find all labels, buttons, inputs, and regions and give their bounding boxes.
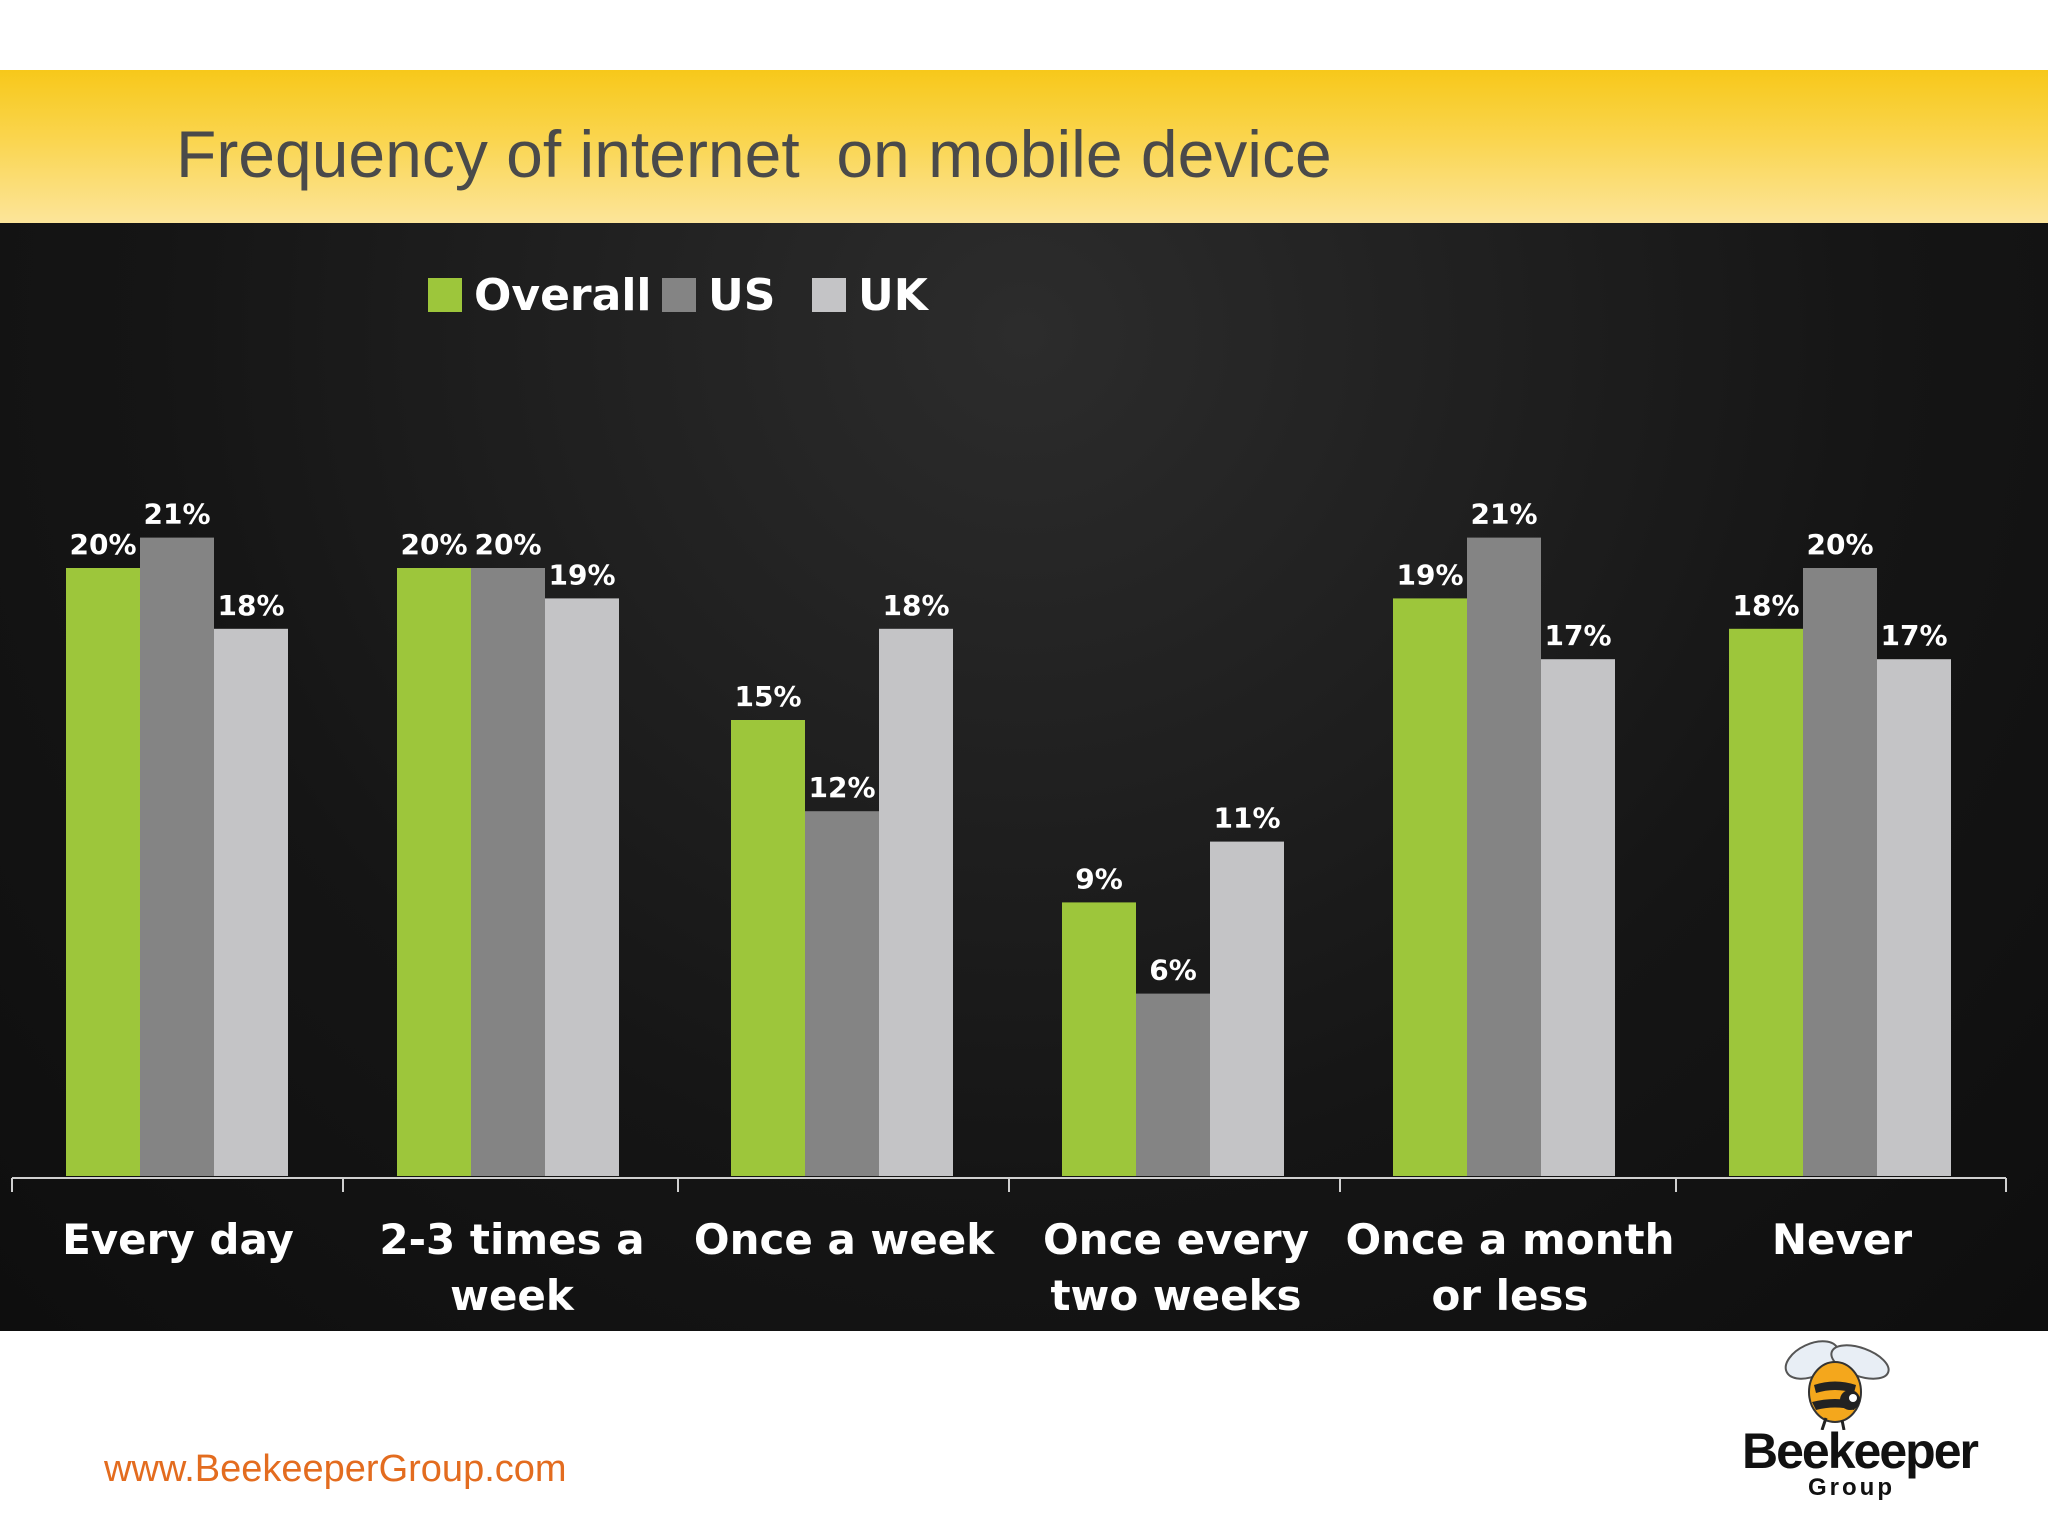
data-label-us-0: 21% — [143, 498, 210, 531]
bar-uk-1 — [545, 598, 619, 1176]
bar-uk-3 — [1210, 841, 1284, 1176]
data-label-uk-1: 19% — [548, 558, 615, 591]
data-label-us-4: 21% — [1470, 498, 1537, 531]
legend-label-overall: Overall — [474, 270, 651, 321]
bar-us-5 — [1803, 568, 1877, 1176]
data-label-us-3: 6% — [1149, 954, 1197, 987]
data-label-uk-5: 17% — [1880, 619, 1947, 652]
data-label-us-5: 20% — [1806, 528, 1873, 561]
bar-us-0 — [140, 537, 214, 1176]
data-label-uk-2: 18% — [882, 589, 949, 622]
category-label-2-0: Once a week — [694, 1215, 995, 1264]
data-label-us-2: 12% — [808, 771, 875, 804]
category-label-3-1: two weeks — [1050, 1271, 1301, 1320]
category-label-4-0: Once a month — [1345, 1215, 1674, 1264]
category-label-1-0: 2-3 times a — [379, 1215, 644, 1264]
beekeeper-logo: Beekeeper Group — [1730, 1330, 2000, 1510]
category-label-0-0: Every day — [62, 1215, 294, 1264]
bar-uk-2 — [879, 628, 953, 1176]
legend-swatch-overall — [428, 278, 462, 312]
category-label-1-1: week — [450, 1271, 575, 1320]
bar-overall-2 — [731, 720, 805, 1176]
bar-overall-0 — [66, 568, 140, 1176]
footer-url-link[interactable]: www.BeekeeperGroup.com — [104, 1448, 567, 1490]
bar-uk-0 — [214, 628, 288, 1176]
chart-panel: Overall US UK 20% 20% 15% 9% 19% 18% 21% 20% 12% 6% 2… — [0, 223, 2048, 1331]
category-label-5-0: Never — [1772, 1215, 1912, 1264]
legend-swatch-uk — [812, 278, 846, 312]
bee-icon — [1784, 1340, 1890, 1430]
title-band: Frequency of internet on mobile device — [0, 70, 2048, 223]
data-label-overall-1: 20% — [400, 528, 467, 561]
data-label-overall-0: 20% — [69, 528, 136, 561]
data-label-overall-4: 19% — [1396, 558, 1463, 591]
legend-swatch-us — [662, 278, 696, 312]
data-label-overall-2: 15% — [734, 680, 801, 713]
legend-label-uk: UK — [858, 270, 930, 321]
bar-overall-5 — [1729, 628, 1803, 1176]
bar-uk-4 — [1541, 659, 1615, 1176]
category-label-3-0: Once every — [1043, 1215, 1309, 1264]
bar-overall-1 — [397, 568, 471, 1176]
bar-us-1 — [471, 568, 545, 1176]
bar-uk-5 — [1877, 659, 1951, 1176]
bar-us-3 — [1136, 993, 1210, 1176]
data-label-uk-0: 18% — [217, 589, 284, 622]
data-label-overall-5: 18% — [1732, 589, 1799, 622]
bar-us-2 — [805, 811, 879, 1176]
bar-overall-3 — [1062, 902, 1136, 1176]
bar-us-4 — [1467, 537, 1541, 1176]
logo-subtitle: Group — [1808, 1474, 1895, 1501]
bar-overall-4 — [1393, 598, 1467, 1176]
data-label-us-1: 20% — [474, 528, 541, 561]
category-label-4-1: or less — [1431, 1271, 1588, 1320]
page-title: Frequency of internet on mobile device — [176, 117, 1332, 191]
data-label-overall-3: 9% — [1075, 862, 1123, 895]
data-label-uk-3: 11% — [1213, 802, 1280, 835]
logo-wordmark: Beekeeper — [1742, 1423, 1979, 1479]
legend-label-us: US — [708, 270, 775, 321]
data-label-uk-4: 17% — [1544, 619, 1611, 652]
